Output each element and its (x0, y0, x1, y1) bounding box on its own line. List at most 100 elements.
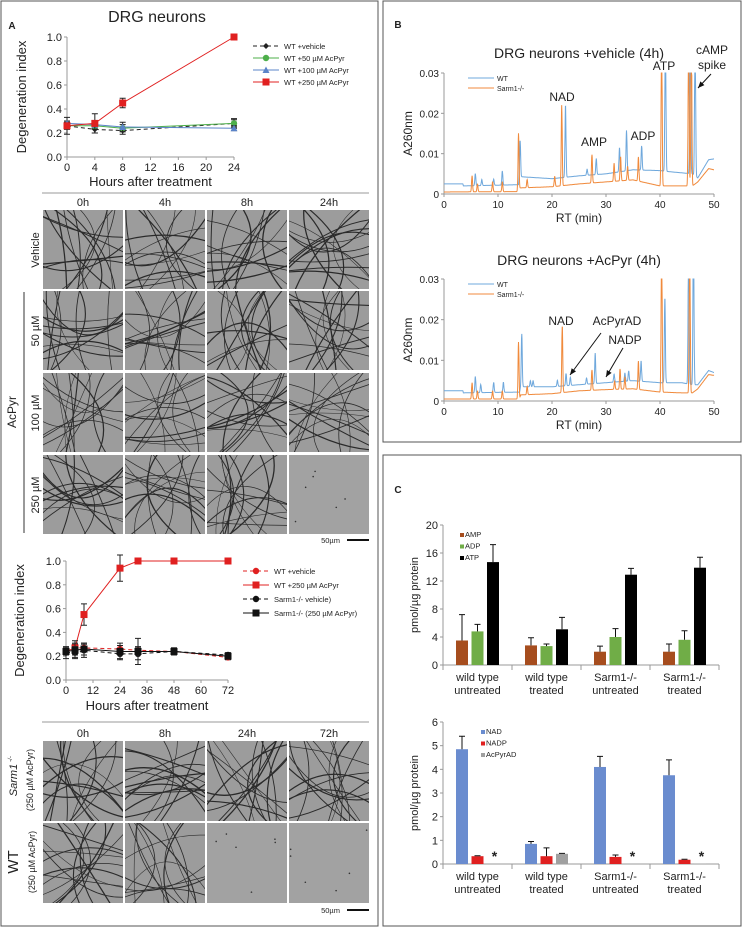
neurite (53, 455, 95, 534)
neurite (294, 291, 329, 370)
error-bar (528, 637, 534, 646)
legend-swatch (481, 741, 485, 746)
neurite (79, 823, 94, 903)
neurite (125, 234, 205, 242)
neurite (43, 485, 123, 502)
neurite (50, 291, 62, 370)
neurite (289, 220, 369, 278)
series-1 (63, 119, 238, 133)
bar-nad (525, 843, 537, 864)
neurite (125, 210, 144, 289)
neurite (289, 247, 369, 277)
chart-2: 0 0.01 0.02 0.03 0 10 20 30 40 50 DRG neurons +veh… (401, 43, 728, 225)
neurite (289, 299, 369, 307)
neurite (43, 840, 123, 888)
error-bar (597, 645, 603, 652)
neurite (125, 318, 205, 341)
neurite (43, 757, 123, 812)
legend-label: Sarm1-/- (497, 292, 525, 299)
neurite (134, 455, 191, 534)
neurite (43, 382, 123, 413)
x-tick-label: 4 (92, 162, 98, 174)
legend-label: WT +vehicle (274, 567, 315, 576)
error-bar (681, 630, 688, 640)
series-line (66, 122, 235, 129)
x-tick-label: 40 (654, 407, 666, 418)
micrograph-background (289, 291, 369, 370)
neurite (43, 763, 123, 797)
neurite (289, 343, 369, 357)
x-tick-label: 30 (600, 200, 612, 211)
category-label: wild type (455, 871, 499, 883)
neurite (43, 867, 123, 879)
neurite (125, 339, 205, 346)
data-point (119, 123, 127, 130)
series-3 (62, 637, 232, 666)
micrograph-tile (125, 373, 205, 452)
data-point (170, 557, 178, 565)
y-tick-label: 0.03 (420, 275, 440, 286)
neurite (293, 373, 316, 452)
neurite (289, 234, 369, 253)
x-tick-label: 40 (654, 200, 666, 211)
significance-asterisk: * (492, 848, 498, 864)
neurite (163, 823, 185, 903)
neurite (70, 373, 105, 452)
debris-dot (215, 840, 217, 843)
micrograph-tile (207, 373, 287, 452)
neurite (219, 373, 249, 452)
error-bar (597, 755, 603, 767)
bar-nadp (609, 856, 622, 864)
neurite (289, 415, 369, 444)
data-point (252, 595, 260, 603)
peak-annotation: ATP (653, 59, 675, 73)
debris-dot (274, 838, 276, 840)
neurite (125, 310, 205, 345)
y-tick-label: 0.8 (46, 580, 61, 592)
x-tick-label: 72 (222, 685, 234, 697)
neurite (330, 741, 341, 821)
x-tick-label: 20 (546, 407, 558, 418)
micrograph-tile (125, 291, 205, 370)
neurite (166, 823, 190, 903)
chromatogram-trace-wt (444, 72, 715, 187)
neurite (289, 336, 369, 363)
neurite (207, 261, 287, 268)
neurite (266, 741, 284, 821)
neurite (188, 455, 201, 534)
neurite (328, 741, 364, 821)
y-tick-label: 0.01 (420, 356, 440, 367)
series-3 (63, 33, 238, 134)
error-bar (697, 556, 703, 568)
neurite (125, 477, 205, 516)
neurite (152, 455, 174, 534)
neurite (43, 756, 123, 788)
debris-dot (335, 889, 337, 892)
x-tick-label: 36 (141, 685, 153, 697)
neurite (51, 823, 84, 903)
x-tick-label: 12 (144, 162, 156, 174)
legend-label: ADP (465, 542, 480, 551)
neurite (56, 291, 90, 370)
micrograph-tile (125, 210, 205, 289)
category-label: treated (529, 884, 563, 896)
chart-title: DRG neurons +vehicle (4h) (494, 45, 664, 61)
neurite (43, 332, 123, 357)
neurite (43, 834, 123, 895)
category-label: wild type (524, 871, 568, 883)
error-bar (490, 544, 496, 563)
neurite (73, 210, 81, 289)
neurite (289, 779, 369, 819)
bar-nadp (678, 859, 691, 864)
neurite (289, 399, 369, 411)
error-bar (666, 643, 672, 652)
legend-label: WT +50 µM AcPyr (284, 54, 345, 63)
neurite (224, 373, 282, 452)
neurite (235, 210, 281, 289)
neurite (125, 457, 205, 489)
row-label: Vehicle (30, 232, 42, 267)
data-point (116, 647, 124, 655)
neurite (309, 210, 345, 289)
legend-swatch (460, 556, 464, 560)
neurite (289, 755, 369, 798)
